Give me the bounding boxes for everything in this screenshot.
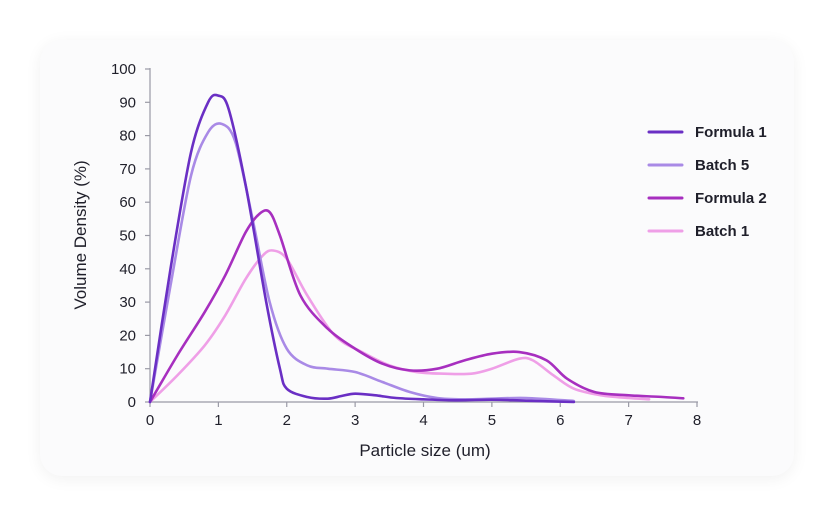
y-tick-label: 90 (119, 94, 136, 111)
y-tick-label: 70 (119, 161, 136, 178)
x-tick-label: 5 (488, 412, 496, 429)
x-tick-label: 4 (419, 412, 427, 429)
x-tick-label: 8 (693, 412, 701, 429)
y-tick-label: 40 (119, 261, 136, 278)
y-tick-label: 80 (119, 128, 136, 145)
x-axis-title: Particle size (um) (359, 441, 490, 460)
y-tick-label: 50 (119, 228, 136, 245)
legend-label-batch-5: Batch 5 (695, 157, 749, 174)
x-tick-label: 2 (283, 412, 291, 429)
y-tick-label: 20 (119, 327, 136, 344)
series-lines (148, 93, 685, 404)
y-tick-label: 0 (128, 394, 136, 411)
y-tick-label: 100 (111, 61, 136, 78)
series-line-formula-1 (148, 93, 576, 404)
y-ticks: 0 10 20 30 40 50 60 70 80 90 100 (111, 61, 150, 411)
series-line-batch-1 (148, 249, 651, 404)
x-tick-label: 7 (624, 412, 632, 429)
x-tick-label: 3 (351, 412, 359, 429)
legend-label-formula-2: Formula 2 (695, 190, 767, 207)
y-tick-label: 60 (119, 194, 136, 211)
x-tick-label: 1 (214, 412, 222, 429)
chart-card (40, 40, 794, 476)
legend-label-formula-1: Formula 1 (695, 124, 767, 141)
y-tick-label: 10 (119, 361, 136, 378)
series-line-batch-5 (148, 122, 576, 404)
legend: Formula 1 Batch 5 Formula 2 Batch 1 (647, 124, 767, 240)
series-line-formula-2 (148, 209, 685, 404)
x-tick-label: 0 (146, 412, 154, 429)
legend-label-batch-1: Batch 1 (695, 223, 749, 240)
x-ticks: 0 1 2 3 4 5 6 7 8 (146, 402, 701, 429)
y-tick-label: 30 (119, 294, 136, 311)
x-tick-label: 6 (556, 412, 564, 429)
y-axis-title: Volume Density (%) (71, 160, 90, 309)
